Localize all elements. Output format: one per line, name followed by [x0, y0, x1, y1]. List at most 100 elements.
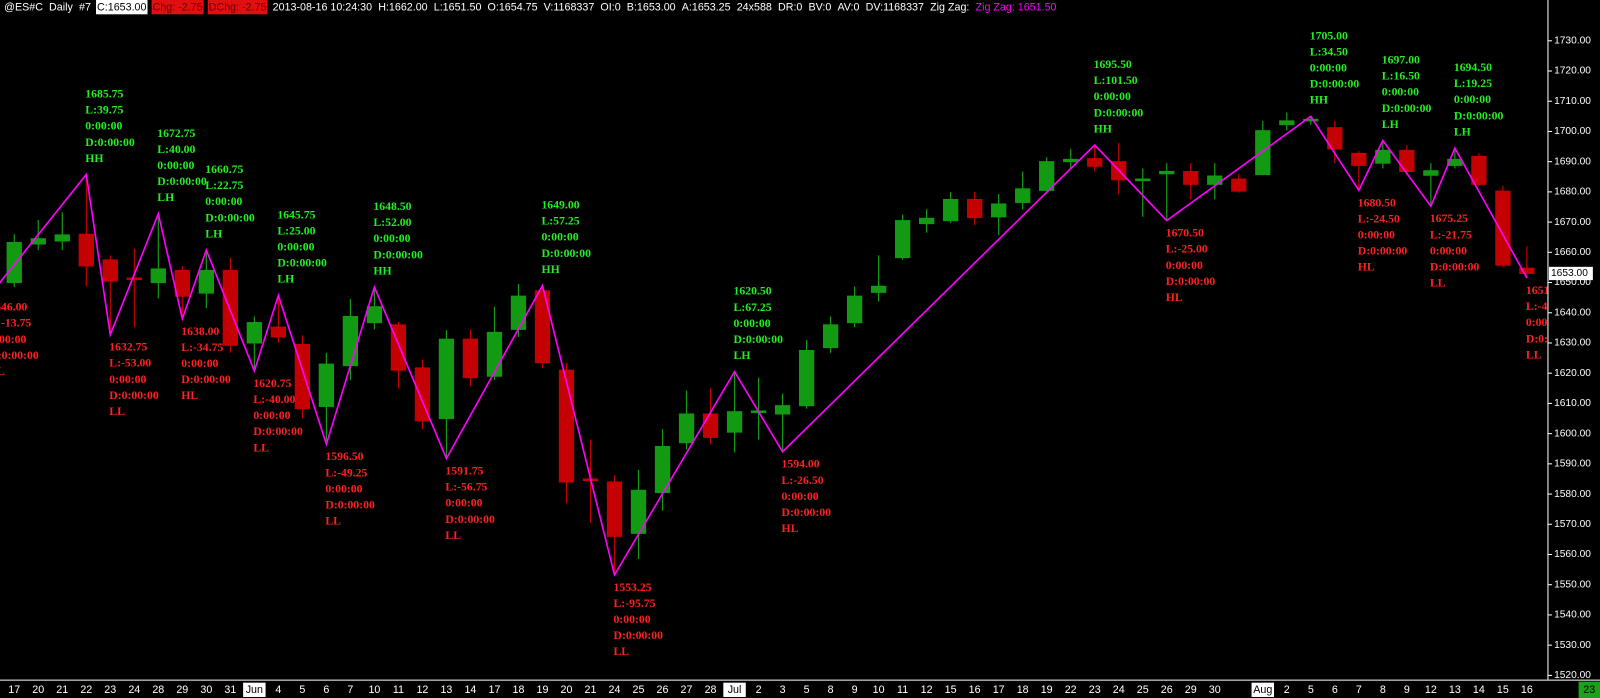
- pivot-label: D:0:00:00: [85, 136, 135, 149]
- x-tick-label: 26: [657, 684, 669, 696]
- pivot-label: 1596.50: [325, 450, 363, 463]
- pivot-label: LH: [277, 273, 294, 286]
- axes: 1520.00 1530.00 1540.00 1550.00 1560.00 1570.…: [8, 35, 1600, 698]
- candle-body: [942, 198, 959, 222]
- x-tick-label: 9: [1404, 684, 1410, 696]
- candle-body: [534, 290, 551, 364]
- header-field: C:1653.00: [97, 1, 146, 13]
- pivot-label: LH: [1454, 125, 1471, 138]
- pivot-label: 1651.50: [1526, 284, 1564, 297]
- pivot-label: L:19.25: [1454, 77, 1492, 90]
- pivot-label: L:-26.50: [782, 474, 824, 487]
- pivot-label: D:0:00:00: [1526, 332, 1576, 345]
- pivot-label: HH: [1094, 122, 1112, 135]
- pivot-label: 1591.75: [445, 465, 483, 478]
- pivot-label: 1646.00: [0, 301, 27, 314]
- y-tick-label: 1610.00: [1554, 398, 1591, 409]
- pivot-label: D:0:00:00: [205, 211, 255, 224]
- candle-body: [1015, 188, 1031, 203]
- month-label-box: [1251, 682, 1275, 697]
- pivot-label: LL: [1430, 277, 1446, 290]
- candle-body: [486, 331, 503, 377]
- candle-body: [1183, 170, 1199, 185]
- pivot-label: HL: [181, 389, 198, 402]
- y-tick-label: 1520.00: [1554, 670, 1591, 681]
- y-tick-label: 1570.00: [1554, 519, 1591, 530]
- candle-body: [414, 367, 431, 422]
- candle-body: [246, 322, 263, 344]
- header-box: [151, 0, 204, 15]
- candle-body: [1063, 158, 1079, 163]
- x-tick-label: 12: [921, 684, 933, 696]
- candle-body: [1279, 120, 1295, 126]
- candle-body: [846, 295, 863, 324]
- pivot-label: 1695.50: [1094, 58, 1132, 71]
- y-tick-label: 1650.00: [1554, 277, 1591, 288]
- candle-body: [126, 277, 142, 281]
- pivot-label: LH: [734, 349, 751, 362]
- x-tick-label: 21: [585, 684, 597, 696]
- x-tick-label: 16: [969, 684, 981, 696]
- pivot-label: L:-13.75: [0, 317, 31, 330]
- x-tick-label: 12: [416, 684, 428, 696]
- pivot-label: L:101.50: [1094, 74, 1138, 87]
- candle-body: [1087, 158, 1103, 167]
- candle-body: [510, 295, 527, 330]
- pivot-label: D:0:00:00: [253, 425, 303, 438]
- candle-body: [774, 405, 791, 415]
- candle-body: [678, 413, 695, 444]
- x-tick-label: 31: [224, 684, 236, 696]
- y-tick-label: 1670.00: [1554, 217, 1591, 228]
- pivot-label: HH: [85, 152, 103, 165]
- x-tick-label: 20: [32, 684, 44, 696]
- pivot-label: HH: [373, 264, 391, 277]
- x-tick-label: 15: [1497, 684, 1509, 696]
- pivot-label: 1649.00: [541, 199, 579, 212]
- header-field: @ES#C: [4, 1, 43, 13]
- pivot-label: 1697.00: [1382, 53, 1420, 66]
- x-tick-label: 21: [56, 684, 68, 696]
- pivot-label: D:0:00:00: [325, 498, 375, 511]
- candle-body: [726, 411, 743, 433]
- pivot-label: 0:00:00: [1166, 259, 1203, 272]
- header-field: DChg: -2.75: [209, 1, 267, 13]
- pivot-label: L:22.75: [205, 179, 243, 192]
- candle-body: [1255, 130, 1271, 176]
- pivot-label: D:0:00:00: [0, 349, 39, 362]
- y-tick-label: 1700.00: [1554, 126, 1591, 137]
- pivot-label: L:-95.75: [613, 597, 655, 610]
- plot-area: 1646.00 L:-13.75 0:00:00 D:0:00:00 LL 1685.75…: [0, 29, 1576, 658]
- x-tick-label: 19: [537, 684, 549, 696]
- x-tick-label: 29: [176, 684, 188, 696]
- pivot-label: L:34.50: [1310, 45, 1348, 58]
- y-tick-label: 1560.00: [1554, 549, 1591, 560]
- x-tick-label: 20: [561, 684, 573, 696]
- candle-body: [1327, 127, 1343, 150]
- pivot-label: L:40.00: [157, 143, 195, 156]
- pivot-label: 1638.00: [181, 325, 219, 338]
- pivot-label: L:-53.00: [109, 357, 151, 370]
- header-field: DR:0: [778, 1, 802, 13]
- month-label: Aug: [1253, 684, 1272, 696]
- pivot-label: HL: [1358, 261, 1375, 274]
- x-tick-label: 14: [1473, 684, 1485, 696]
- y-tick-label: 1630.00: [1554, 338, 1591, 349]
- candle-body: [1159, 170, 1175, 175]
- x-tick-label: 18: [1017, 684, 1029, 696]
- pivot-label: L:52.00: [373, 216, 411, 229]
- pivot-label: HH: [1310, 94, 1328, 107]
- candle-body: [30, 238, 46, 245]
- x-tick-label: 8: [828, 684, 834, 696]
- pivot-label: LL: [613, 645, 629, 658]
- pivot-label: 1620.50: [734, 285, 772, 298]
- pivot-label: 0:00:00: [157, 159, 194, 172]
- header-field: 2013-08-16 10:24:30: [273, 1, 372, 13]
- pivot-label: L:16.50: [1382, 70, 1420, 83]
- candle-body: [342, 316, 359, 367]
- pivot-label: L:-49.25: [325, 466, 367, 479]
- candle-body: [1471, 155, 1487, 185]
- pivot-label: 0:00:00: [1310, 62, 1347, 75]
- x-tick-label: 4: [275, 684, 281, 696]
